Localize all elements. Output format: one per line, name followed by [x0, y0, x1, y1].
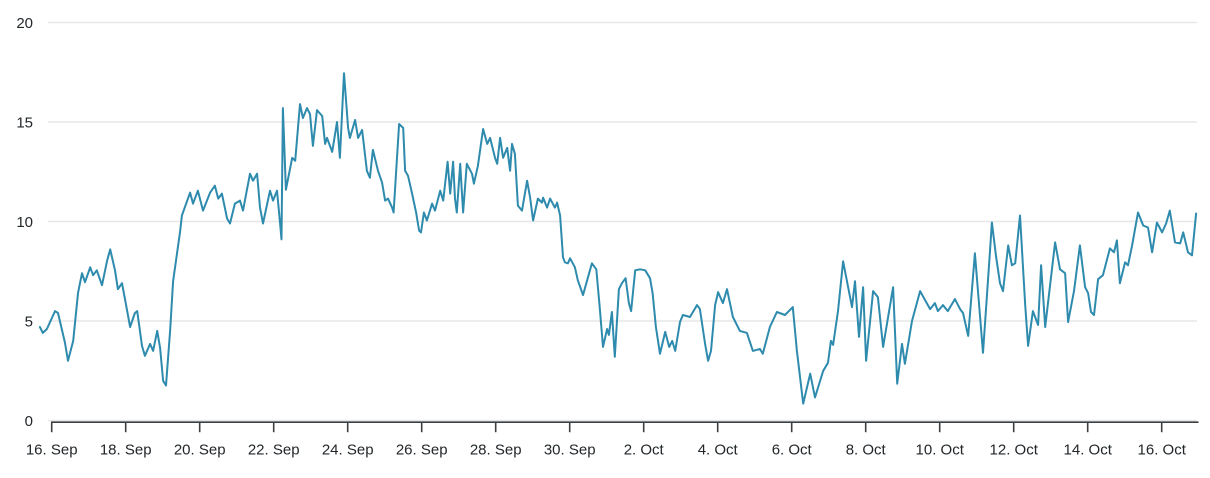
x-axis-tick-label: 4. Oct	[698, 442, 739, 459]
x-axis-tick-label: 22. Sep	[248, 442, 300, 459]
x-axis-tick-label: 2. Oct	[624, 442, 665, 459]
x-axis-tick-label: 26. Sep	[396, 442, 448, 459]
x-axis-tick-label: 14. Oct	[1064, 442, 1113, 459]
x-axis-tick-label: 30. Sep	[544, 442, 596, 459]
y-axis-tick-label: 10	[16, 214, 33, 231]
x-axis-tick-label: 12. Oct	[990, 442, 1039, 459]
series-line	[38, 72, 1198, 405]
y-axis-tick-label: 5	[25, 314, 33, 331]
x-axis-tick-label: 18. Sep	[100, 442, 152, 459]
x-axis-tick-label: 6. Oct	[772, 442, 813, 459]
y-axis-tick-label: 15	[16, 115, 33, 132]
x-axis-tick-label: 20. Sep	[174, 442, 226, 459]
x-axis-tick-label: 10. Oct	[916, 442, 965, 459]
x-axis-tick-label: 28. Sep	[470, 442, 522, 459]
x-axis-tick-label: 8. Oct	[846, 442, 887, 459]
y-axis-tick-label: 0	[25, 413, 33, 430]
x-axis-tick-label: 16. Oct	[1138, 442, 1187, 459]
x-axis-tick-label: 24. Sep	[322, 442, 374, 459]
y-axis-tick-label: 20	[16, 15, 33, 32]
x-axis-tick-label: 16. Sep	[26, 442, 78, 459]
